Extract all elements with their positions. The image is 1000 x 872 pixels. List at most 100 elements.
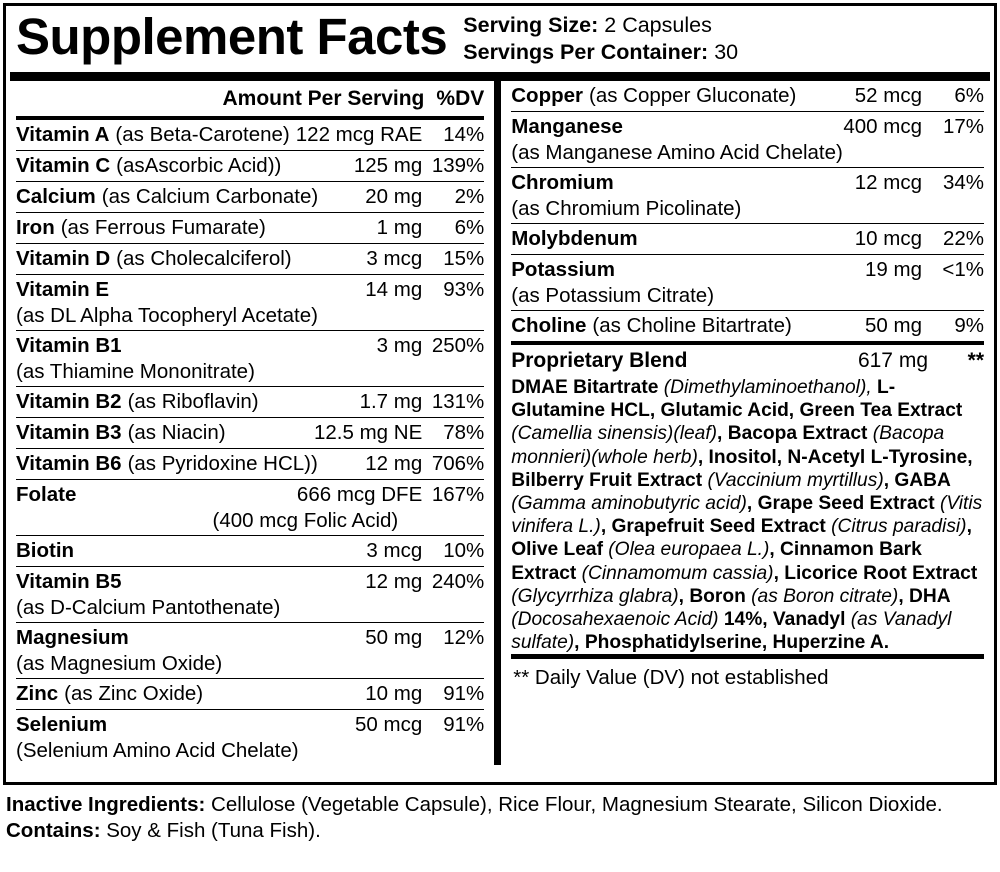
nutrient-row-main: Molybdenum 10 mcg 22%	[511, 225, 984, 252]
nutrient-dv: <1%	[942, 258, 984, 281]
serving-size-label: Serving Size:	[463, 13, 599, 37]
nutrient-row: Biotin 3 mcg 10%	[16, 535, 485, 566]
ingredient-name: , Grape Seed Extract	[746, 493, 940, 515]
nutrient-row: Vitamin B6 (as Pyridoxine HCL)) 12 mg 706%	[16, 448, 485, 479]
nutrient-amount: 1.7 mg	[359, 390, 423, 413]
nutrient-amount: 50 mg	[365, 626, 423, 649]
nutrient-name: Choline	[511, 314, 587, 337]
ingredient-latin-name: (Vitis vinifera L.)	[511, 493, 983, 538]
nutrient-amount: 1 mg	[376, 216, 423, 239]
ingredient-name: , Grapefruit Seed Extract	[600, 516, 832, 538]
nutrient-row-main: Vitamin B6 (as Pyridoxine HCL)) 12 mg 706%	[16, 450, 484, 477]
right-nutrient-column: Copper (as Copper Gluconate) 52 mcg 6% Manga…	[505, 81, 990, 765]
nutrient-source: (asAscorbic Acid))	[116, 154, 282, 177]
nutrient-name: Biotin	[16, 539, 75, 562]
ingredient-latin-name: (Vaccinium myrtillus)	[707, 469, 884, 491]
nutrient-name: Chromium	[511, 171, 614, 194]
left-nutrient-column: Amount Per Serving %DV Vitamin A (as Beta…	[10, 81, 490, 765]
column-headers: Amount Per Serving %DV	[16, 81, 485, 116]
ingredient-name: , Bacopa Extract	[717, 423, 873, 445]
ingredient-name: , Inositol, N-Acetyl L-Tyrosine, Bilberr…	[511, 446, 973, 491]
contains-label: Contains:	[6, 818, 101, 842]
nutrient-name: Vitamin A	[16, 123, 110, 146]
nutrient-row: Chromium 12 mcg 34% (as Chromium Picolinate…	[511, 167, 984, 223]
nutrient-row-main: Iron (as Ferrous Fumarate) 1 mg 6%	[16, 214, 484, 241]
nutrient-dv: 250%	[431, 334, 485, 357]
nutrient-source: (as Calcium Carbonate)	[101, 185, 319, 208]
nutrient-row: Folate 666 mcg DFE 167% (400 mcg Folic Acid…	[16, 479, 485, 535]
nutrient-row-main: Zinc (as Zinc Oxide) 10 mg 91%	[16, 680, 484, 707]
page-title: Supplement Facts	[16, 8, 448, 65]
nutrient-amount: 666 mcg DFE	[296, 483, 423, 506]
serving-info: Serving Size: 2 Capsules Servings Per Co…	[447, 6, 986, 66]
nutrient-name: Vitamin B5	[16, 570, 122, 593]
nutrient-row: Iron (as Ferrous Fumarate) 1 mg 6%	[16, 212, 485, 243]
nutrient-dv: 10%	[443, 539, 485, 562]
nutrient-dv: 91%	[443, 682, 485, 705]
nutrient-name: Potassium	[511, 258, 615, 281]
nutrient-row-main: Vitamin E 14 mg 93%	[16, 276, 484, 303]
serving-size-line: Serving Size: 2 Capsules	[463, 12, 986, 39]
nutrient-name: Vitamin B6	[16, 452, 122, 475]
nutrient-amount: 10 mcg	[854, 227, 922, 250]
ingredient-name: , DHA	[898, 585, 950, 607]
nutrient-name: Iron	[16, 216, 55, 239]
nutrient-source: (as Pyridoxine HCL))	[127, 452, 318, 475]
ingredient-name: 14%, Vanadyl	[718, 609, 851, 631]
ingredient-latin-name: (Docosahexaenoic Acid)	[511, 609, 719, 631]
nutrient-row-main: Vitamin C (asAscorbic Acid)) 125 mg 139%	[16, 152, 484, 179]
ingredient-latin-name: (Bacopa monnieri)(whole herb)	[511, 423, 945, 468]
nutrient-row-main: Chromium 12 mcg 34%	[511, 169, 984, 196]
nutrient-dv: 14%	[443, 123, 485, 146]
nutrient-dv: 93%	[443, 278, 485, 301]
nutrient-amount: 50 mcg	[355, 713, 423, 736]
nutrient-name: Vitamin D	[16, 247, 111, 270]
ingredient-name: , Cinnamon Bark Extract	[511, 539, 922, 584]
nutrient-row-main: Calcium (as Calcium Carbonate) 20 mg 2%	[16, 183, 484, 210]
supplement-facts-panel: Supplement Facts Serving Size: 2 Capsule…	[3, 3, 997, 785]
nutrient-row: Vitamin E 14 mg 93% (as DL Alpha Tocopheryl…	[16, 274, 485, 330]
title-divider-bar	[10, 72, 990, 81]
nutrient-name: Manganese	[511, 115, 623, 138]
nutrient-row-main: Biotin 3 mcg 10%	[16, 537, 484, 564]
nutrient-row: Vitamin B2 (as Riboflavin) 1.7 mg 131%	[16, 386, 485, 417]
ingredient-name: , Olive Leaf	[511, 516, 972, 561]
nutrient-row-main: Potassium 19 mg <1%	[511, 256, 984, 283]
nutrient-row-main: Selenium 50 mcg 91%	[16, 711, 484, 738]
column-divider	[494, 81, 502, 765]
inactive-ingredients-value: Cellulose (Vegetable Capsule), Rice Flou…	[205, 793, 943, 816]
nutrient-row: Vitamin B3 (as Niacin) 12.5 mg NE 78%	[16, 417, 485, 448]
nutrient-row-main: Vitamin B1 3 mg 250%	[16, 332, 484, 359]
nutrient-row: Zinc (as Zinc Oxide) 10 mg 91%	[16, 678, 485, 709]
ingredient-latin-name: (Gamma aminobutyric acid)	[511, 493, 747, 515]
nutrient-subsource: (as Manganese Amino Acid Chelate)	[511, 141, 843, 164]
nutrient-dv: 12%	[443, 626, 485, 649]
nutrient-amount: 400 mcg	[843, 115, 922, 138]
nutrient-row: Choline (as Choline Bitartrate) 50 mg 9%	[511, 310, 984, 341]
nutrient-name: Vitamin B3	[16, 421, 122, 444]
nutrient-source: (as Ferrous Fumarate)	[60, 216, 266, 239]
nutrient-amount: 52 mcg	[854, 84, 922, 107]
nutrient-row: Calcium (as Calcium Carbonate) 20 mg 2%	[16, 181, 485, 212]
proprietary-blend-header: Proprietary Blend 617 mg **	[511, 346, 984, 375]
proprietary-blend-amount: 617 mg	[857, 349, 928, 372]
nutrient-row: Vitamin C (asAscorbic Acid)) 125 mg 139%	[16, 150, 485, 181]
inactive-ingredients-label: Inactive Ingredients:	[6, 793, 206, 816]
nutrient-amount: 125 mg	[353, 154, 423, 177]
nutrient-amount: 122 mcg RAE	[295, 123, 423, 146]
nutrient-amount: 12 mg	[365, 452, 423, 475]
nutrient-source: (as Beta-Carotene)	[115, 123, 290, 146]
nutrient-amount: 19 mg	[865, 258, 922, 281]
nutrient-amount: 3 mcg	[366, 247, 423, 270]
nutrient-dv: 91%	[443, 713, 485, 736]
ingredient-latin-name: (as Vanadyl sulfate)	[511, 609, 952, 654]
nutrient-subsource: (as Magnesium Oxide)	[16, 652, 223, 675]
inactive-ingredients-line: Inactive Ingredients: Cellulose (Vegetab…	[6, 792, 992, 818]
nutrient-dv: 22%	[942, 227, 984, 250]
nutrient-row: Molybdenum 10 mcg 22%	[511, 223, 984, 254]
servings-per-container-label: Servings Per Container:	[463, 40, 709, 64]
ingredient-latin-name: (Camellia sinensis)(leaf)	[511, 423, 718, 445]
ingredient-latin-name: (Glycyrrhiza glabra)	[511, 585, 679, 607]
servings-per-container-value: 30	[714, 40, 739, 64]
nutrient-row-main: Choline (as Choline Bitartrate) 50 mg 9%	[511, 312, 984, 339]
